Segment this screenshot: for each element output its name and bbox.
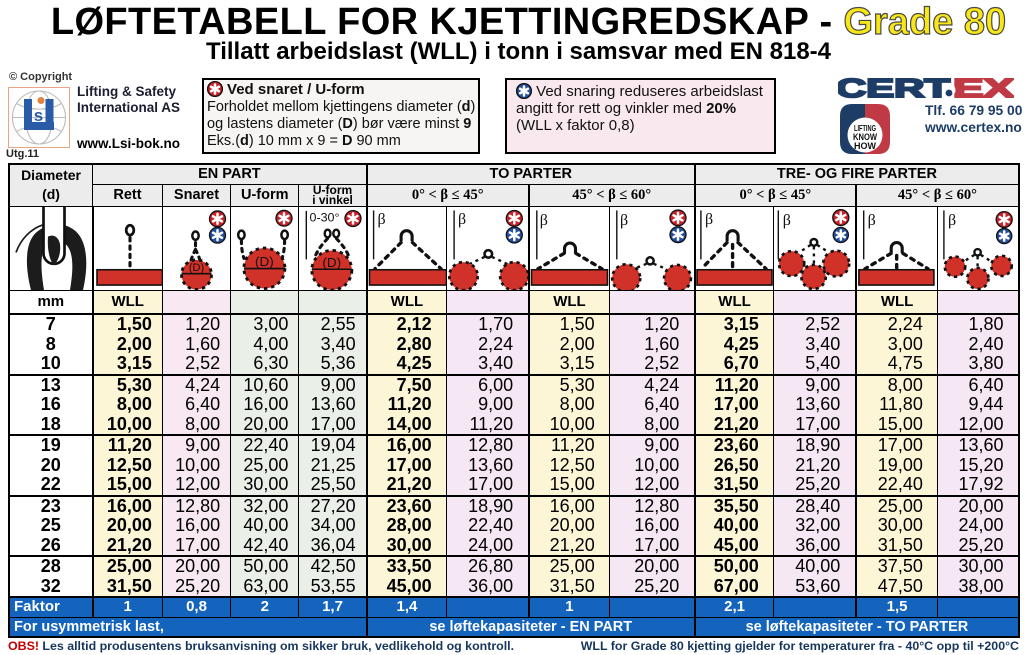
svg-text:(D): (D) [323, 254, 342, 269]
svg-text:β: β [705, 210, 713, 227]
svg-text:(D): (D) [255, 254, 274, 269]
svg-text:β: β [539, 211, 547, 228]
svg-text:HOW: HOW [854, 141, 876, 152]
svg-text:LIFTING: LIFTING [854, 123, 876, 133]
svg-text:β: β [458, 210, 466, 227]
svg-text:0-30°: 0-30° [310, 210, 340, 224]
svg-text:β: β [377, 210, 385, 227]
svg-text:β: β [867, 211, 875, 228]
svg-text:β: β [783, 211, 791, 228]
svg-text:s: s [34, 106, 43, 125]
svg-text:β: β [620, 211, 628, 228]
svg-text:(D): (D) [189, 262, 204, 274]
svg-text:CERT: CERT [838, 76, 950, 102]
svg-text:EX: EX [953, 76, 1014, 102]
svg-text:β: β [948, 211, 956, 228]
svg-text:KNOW: KNOW [853, 132, 877, 143]
